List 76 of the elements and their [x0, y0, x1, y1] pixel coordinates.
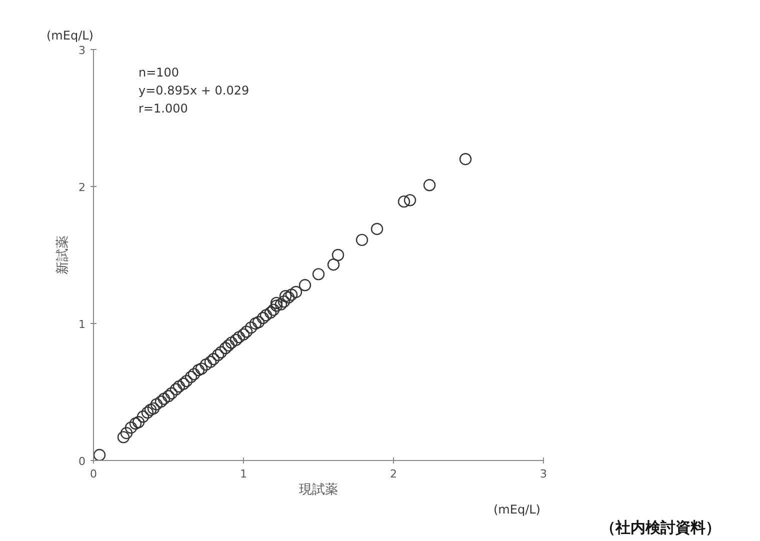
point	[184, 370, 198, 384]
point	[225, 336, 238, 349]
text: (mEq/L)	[494, 502, 540, 516]
point	[188, 368, 200, 380]
annotation: y=0.895x + 0.029	[138, 83, 250, 98]
x-tick-label: 1	[240, 468, 247, 480]
point	[120, 427, 133, 440]
x-tick-label: 0	[90, 468, 97, 480]
point	[279, 290, 292, 302]
point	[256, 312, 270, 324]
point	[332, 248, 344, 262]
point	[398, 195, 410, 208]
annotation: n=100	[138, 66, 180, 80]
point	[237, 328, 250, 341]
point	[230, 334, 242, 346]
point	[129, 417, 142, 430]
point	[177, 378, 190, 390]
point	[195, 362, 208, 375]
point	[312, 268, 325, 280]
point	[264, 306, 277, 319]
y-tick-label: 2	[78, 181, 86, 194]
point	[136, 410, 150, 423]
point	[141, 406, 154, 419]
point	[132, 416, 145, 428]
point	[240, 326, 253, 338]
point	[192, 364, 205, 376]
point	[172, 380, 186, 393]
point	[244, 322, 258, 334]
point	[117, 431, 130, 444]
point	[214, 346, 228, 358]
point	[207, 353, 220, 366]
point	[370, 222, 384, 236]
point	[154, 396, 168, 408]
point	[270, 296, 283, 310]
x-axis-title: 現試薬	[299, 482, 338, 498]
point	[150, 398, 163, 410]
point	[162, 390, 175, 402]
point	[298, 279, 312, 292]
point	[222, 339, 235, 352]
point	[147, 402, 160, 415]
point	[170, 383, 182, 396]
point	[144, 404, 157, 416]
point	[180, 374, 193, 388]
point	[459, 153, 472, 166]
point	[212, 348, 224, 362]
y-axis-title: 新試薬	[56, 236, 70, 274]
text: (mEq/L)	[46, 28, 94, 42]
point	[282, 291, 295, 304]
y-tick-label: 0	[78, 455, 86, 468]
point	[285, 288, 298, 301]
point	[219, 342, 232, 354]
point	[232, 331, 246, 344]
x-tick-label: 2	[390, 468, 397, 480]
point	[124, 422, 138, 434]
y-tick-label: 3	[78, 44, 86, 57]
point	[252, 316, 265, 328]
point	[200, 358, 212, 371]
point	[327, 258, 340, 271]
point	[404, 194, 416, 206]
point	[204, 356, 217, 368]
point	[270, 300, 283, 312]
point	[249, 317, 262, 330]
point	[165, 387, 178, 400]
point	[260, 309, 272, 322]
point	[94, 448, 106, 460]
y-tick-label: 1	[78, 318, 86, 331]
point	[278, 295, 290, 308]
point	[356, 234, 368, 246]
text: （社内検討資料）	[600, 518, 720, 536]
annotation: r=1.000	[138, 101, 188, 116]
point	[290, 286, 302, 298]
point	[274, 298, 288, 310]
point	[423, 179, 436, 192]
point	[267, 304, 280, 316]
x-tick-label: 3	[540, 468, 547, 480]
point	[158, 392, 170, 405]
